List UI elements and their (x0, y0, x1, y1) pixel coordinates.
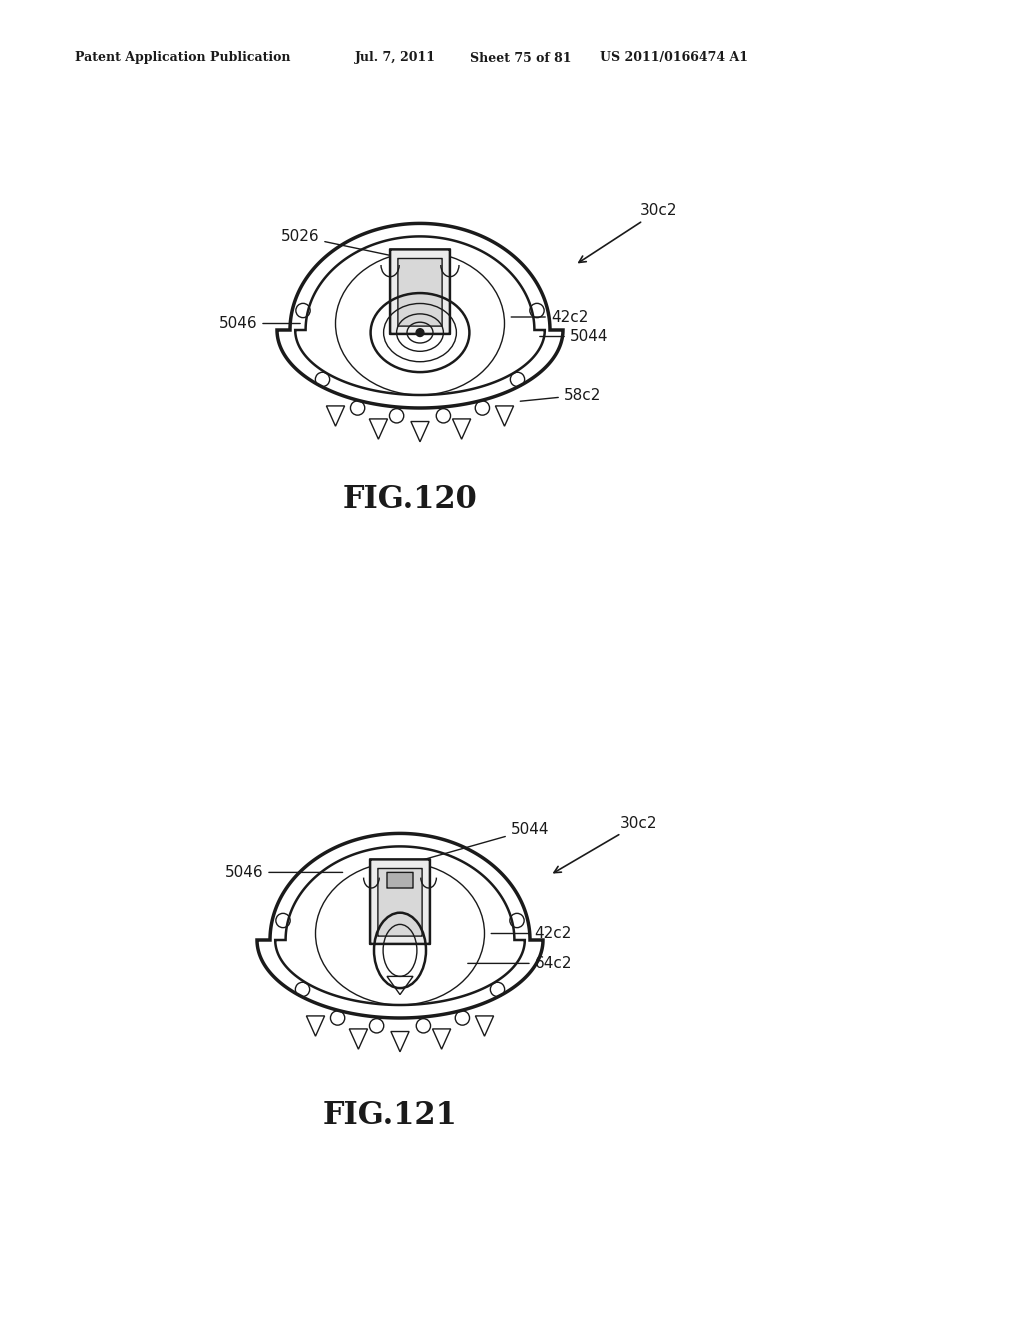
Text: 5046: 5046 (219, 315, 300, 331)
Text: 5026: 5026 (281, 228, 402, 257)
Text: US 2011/0166474 A1: US 2011/0166474 A1 (600, 51, 748, 65)
Ellipse shape (416, 329, 424, 337)
Text: 58c2: 58c2 (520, 388, 601, 403)
Text: 30c2: 30c2 (579, 203, 678, 263)
Text: 64c2: 64c2 (468, 956, 572, 972)
FancyBboxPatch shape (398, 259, 442, 326)
Text: Sheet 75 of 81: Sheet 75 of 81 (470, 51, 571, 65)
Text: FIG.121: FIG.121 (323, 1100, 458, 1131)
FancyBboxPatch shape (378, 869, 422, 936)
Text: Patent Application Publication: Patent Application Publication (75, 51, 291, 65)
FancyBboxPatch shape (390, 249, 450, 334)
Text: 42c2: 42c2 (492, 927, 572, 941)
Text: 42c2: 42c2 (511, 309, 588, 325)
Text: FIG.120: FIG.120 (343, 483, 477, 515)
FancyBboxPatch shape (370, 859, 430, 944)
FancyBboxPatch shape (387, 873, 413, 888)
Text: 5044: 5044 (418, 822, 549, 861)
Text: Jul. 7, 2011: Jul. 7, 2011 (355, 51, 436, 65)
Text: 5046: 5046 (224, 865, 343, 880)
Text: 5044: 5044 (540, 329, 608, 345)
Text: 30c2: 30c2 (554, 816, 657, 873)
